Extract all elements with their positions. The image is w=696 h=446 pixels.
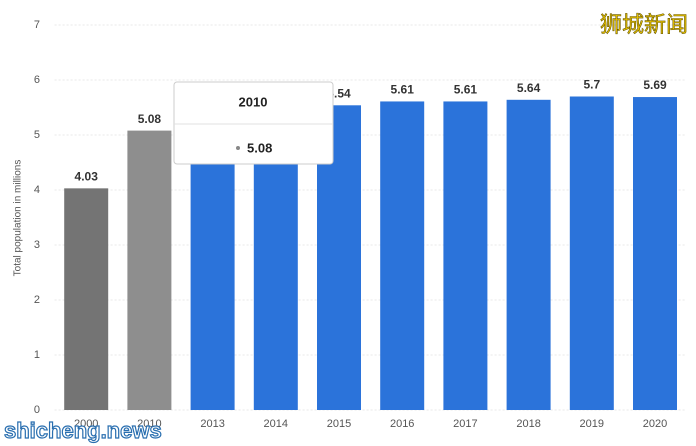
- value-label: 5.61: [454, 83, 478, 97]
- y-tick-label: 4: [34, 184, 40, 196]
- y-tick-label: 0: [34, 404, 40, 416]
- x-tick-label: 2017: [453, 418, 477, 430]
- tooltip-box: [173, 81, 334, 165]
- tooltip-bullet: [236, 146, 240, 150]
- value-label: 5.7: [583, 78, 600, 92]
- value-label: 5.61: [391, 83, 415, 97]
- y-tick-label: 3: [34, 239, 40, 251]
- y-tick-label: 7: [34, 19, 40, 31]
- x-tick-label: 2010: [137, 418, 161, 430]
- value-label: 5.08: [138, 112, 162, 126]
- tooltip: 2010 5.08: [173, 81, 334, 165]
- y-tick-label: 6: [34, 74, 40, 86]
- bar: [380, 101, 425, 410]
- value-label: 4.03: [75, 170, 99, 184]
- bar: [443, 101, 488, 410]
- bar: [127, 130, 172, 410]
- bar: [506, 99, 551, 411]
- x-tick-label: 2014: [264, 418, 288, 430]
- plot: 0123456720004.0320105.0820135.420145.472…: [34, 19, 687, 430]
- tooltip-title: 2010: [239, 94, 268, 109]
- value-label: 5.64: [517, 81, 541, 95]
- watermark: shicheng.news: [4, 418, 162, 443]
- x-tick-label: 2018: [516, 418, 540, 430]
- bar: [569, 96, 614, 410]
- tooltip-value: 5.08: [247, 140, 272, 155]
- x-tick-label: 2019: [580, 418, 604, 430]
- y-tick-label: 2: [34, 294, 40, 306]
- bar: [633, 97, 677, 411]
- watermark: 狮城新闻: [600, 12, 688, 37]
- x-tick-label: 2015: [327, 418, 351, 430]
- y-tick-label: 1: [34, 349, 40, 361]
- y-axis-label: Total population in millions: [13, 160, 24, 277]
- x-tick-label: 2000: [74, 418, 98, 430]
- x-tick-label: 2020: [643, 418, 667, 430]
- value-label: 5.69: [643, 78, 667, 92]
- bar: [64, 188, 109, 410]
- x-tick-label: 2013: [200, 418, 224, 430]
- x-tick-label: 2016: [390, 418, 414, 430]
- y-tick-label: 5: [34, 129, 40, 141]
